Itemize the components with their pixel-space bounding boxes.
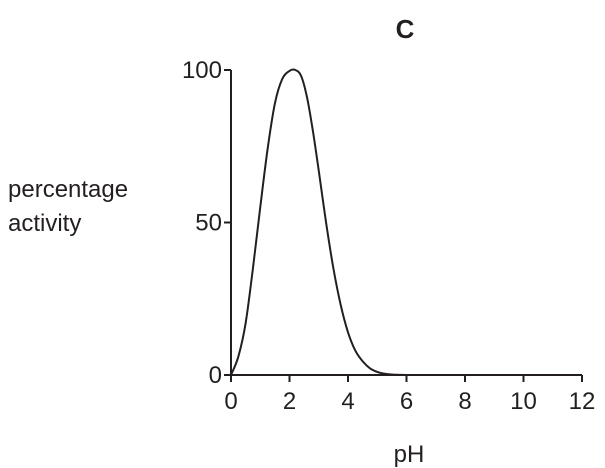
x-tick-label: 6: [400, 388, 413, 415]
y-tick-label: 100: [182, 57, 222, 84]
series: [230, 68, 407, 376]
chart-title: C: [396, 14, 415, 44]
y-tick-label: 0: [209, 362, 222, 389]
x-tick-label: 8: [458, 388, 471, 415]
x-tick-label: 0: [224, 388, 237, 415]
axes: [230, 70, 582, 376]
x-tick-label: 10: [510, 388, 537, 415]
x-tick-label: 12: [569, 388, 596, 415]
y-tick-label: 50: [195, 210, 222, 237]
y-axis-label-line-1: percentage: [8, 176, 128, 203]
x-axis-label: pH: [394, 441, 425, 468]
x-tick-label: 4: [341, 388, 354, 415]
y-axis-label-line-2: activity: [8, 210, 81, 237]
activity-curve: [230, 68, 407, 376]
ticks: 0 2 4 6 8 10 12 0 50 100: [182, 57, 595, 415]
x-tick-label: 2: [283, 388, 296, 415]
